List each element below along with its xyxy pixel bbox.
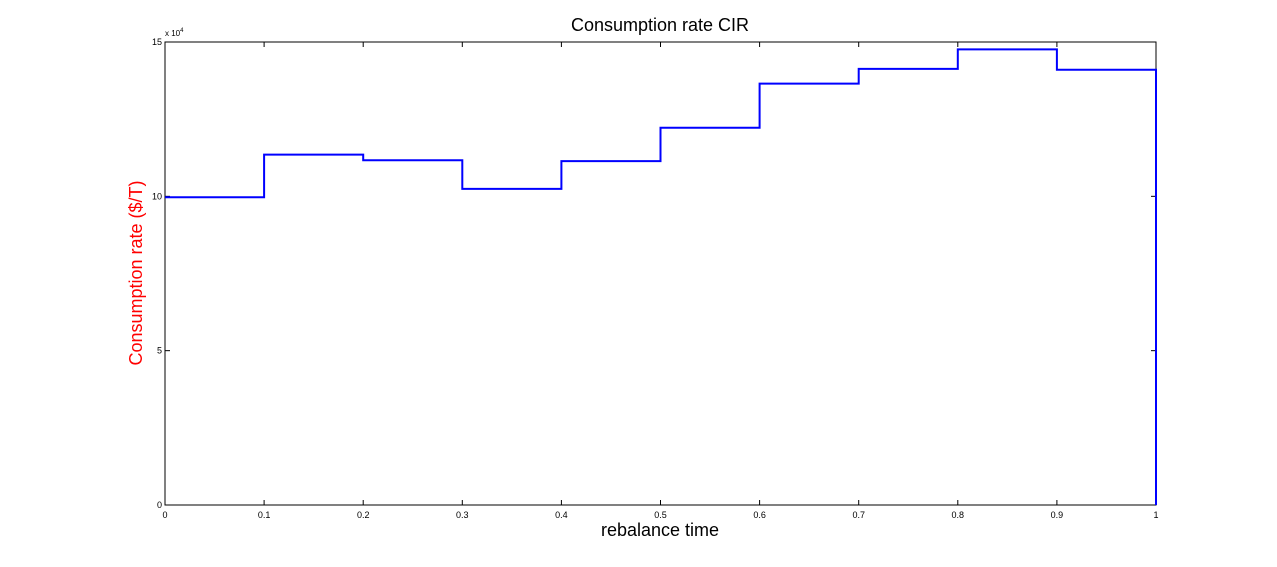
x-tick-label: 0: [162, 510, 167, 520]
x-tick-label: 0.8: [952, 510, 965, 520]
y-tick-label: 5: [157, 346, 162, 356]
x-tick-label: 0.6: [753, 510, 766, 520]
x-tick-label: 0.1: [258, 510, 271, 520]
chart-title: Consumption rate CIR: [571, 15, 749, 35]
x-tick-label: 0.4: [555, 510, 568, 520]
x-tick-labels: 0 0.1 0.2 0.3 0.4 0.5 0.6 0.7 0.8 0.9 1: [162, 510, 1158, 520]
x-axis-label: rebalance time: [601, 520, 719, 540]
y-tick-label: 0: [157, 500, 162, 510]
x-tick-label: 1: [1153, 510, 1158, 520]
series-line: [165, 48, 1157, 505]
y-tick-label: 15: [152, 37, 162, 47]
y-multiplier: x 104: [165, 28, 184, 38]
plot-area: [164, 41, 1157, 506]
y-tick-labels: 0 5 10 15: [152, 37, 162, 510]
x-tick-label: 0.7: [852, 510, 865, 520]
x-tick-label: 0.3: [456, 510, 469, 520]
x-tick-label: 0.2: [357, 510, 370, 520]
x-tick-label: 0.9: [1051, 510, 1064, 520]
y-tick-label: 10: [152, 191, 162, 201]
x-tick-label: 0.5: [654, 510, 667, 520]
axis-ticks: [164, 41, 1157, 506]
y-axis-label: Consumption rate ($/T): [126, 180, 146, 365]
